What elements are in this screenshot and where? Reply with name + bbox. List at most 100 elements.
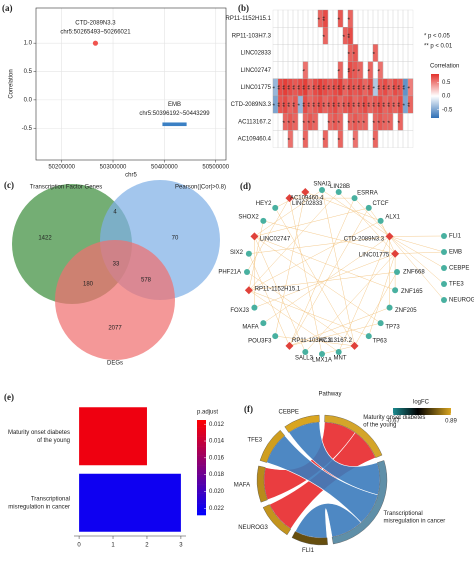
cell-grid (373, 10, 378, 27)
cell-grid (363, 130, 368, 147)
y-tick-label: misregulation in cancer (8, 504, 70, 510)
node (441, 233, 447, 239)
y-tick-label: 1.0 (24, 41, 33, 47)
node-label: ZNF205 (395, 308, 417, 314)
cell-grid (298, 10, 303, 27)
colorbar-step (197, 475, 206, 478)
set-name: Pearson(|Cor|>0.8) (175, 185, 226, 191)
edge (275, 208, 354, 346)
node (366, 333, 372, 339)
x-tick-label: 2 (145, 543, 149, 549)
node-label: PHF21A (218, 270, 241, 276)
colorbar-step (197, 432, 206, 435)
cell-grid (313, 27, 318, 44)
region-count: 33 (113, 262, 120, 268)
cell-grid (408, 62, 413, 79)
colorbar-step (197, 484, 206, 487)
panel-label: (b) (238, 3, 249, 13)
x-tick-label: 50300000 (100, 165, 127, 171)
node-label: ALX1 (385, 215, 400, 221)
y-tick-label: Maturity onset diabetes (8, 430, 70, 436)
cell-grid (283, 62, 288, 79)
node (336, 349, 342, 355)
node (319, 351, 325, 357)
node-label: HEY2 (256, 201, 272, 207)
cell-grid (333, 44, 338, 61)
cell-grid (313, 62, 318, 79)
cell-grid (388, 27, 393, 44)
cell-grid (363, 10, 368, 27)
colorbar-label: 0.018 (209, 472, 225, 478)
cell-grid (313, 130, 318, 147)
cell-grid (328, 44, 333, 61)
colorbar-step (197, 449, 206, 452)
edge (289, 198, 322, 354)
cell-grid (273, 27, 278, 44)
colorbar-step (197, 437, 206, 440)
panel-label: (d) (240, 181, 251, 191)
panel-label: (e) (4, 392, 14, 402)
cell-grid (383, 130, 388, 147)
cell-grid (278, 62, 283, 79)
colorbar-step (197, 453, 206, 456)
node-label: FOXJ3 (230, 308, 249, 314)
cell-grid (273, 130, 278, 147)
y-tick-label: Transcriptional (31, 496, 70, 502)
node (251, 305, 257, 311)
colorbar-step (197, 463, 206, 466)
edge (395, 252, 444, 254)
colorbar-label: 0.0 (442, 94, 451, 100)
panel-label: (a) (2, 3, 13, 13)
node-label: SNAI2 (313, 182, 331, 188)
row-label: AC109460.4 (238, 137, 272, 143)
edge (390, 236, 444, 284)
colorbar-step (197, 494, 206, 497)
sector-label: of the young (363, 422, 396, 428)
legend-title: Correlation (430, 64, 459, 70)
cell-grid (398, 44, 403, 61)
cell-grid (283, 44, 288, 61)
x-tick-label: 50200000 (48, 165, 75, 171)
edge (249, 254, 290, 346)
cell-grid (393, 44, 398, 61)
sector-label: Maturity onset diabetes (363, 415, 425, 421)
colorbar-step (197, 506, 206, 509)
cell-grid (273, 62, 278, 79)
cell-grid (288, 10, 293, 27)
sector-label: NEUROG3 (238, 525, 268, 531)
colorbar-step (197, 489, 206, 492)
bar (79, 407, 147, 465)
significance: ** (408, 102, 414, 107)
cell-grid (408, 44, 413, 61)
colorbar-step (197, 430, 206, 433)
cell-grid (403, 62, 408, 79)
edge (254, 208, 368, 237)
node-label: LINC02833 (292, 201, 323, 207)
y-tick-label: 0.0 (24, 97, 33, 103)
colorbar-step (197, 468, 206, 471)
cell-grid (398, 27, 403, 44)
colorbar-label: 0.022 (209, 506, 225, 512)
colorbar-step (197, 446, 206, 449)
node (272, 333, 278, 339)
node-label: AC109460.4 (290, 195, 324, 201)
legend-title: p.adjust (197, 410, 218, 416)
node-label: LINC02747 (260, 237, 291, 243)
cell-grid (358, 10, 363, 27)
colorbar-step (197, 477, 206, 480)
colorbar-step (197, 427, 206, 430)
annotation: ** p < 0.01 (424, 44, 453, 50)
cell-grid (403, 44, 408, 61)
edge (247, 272, 355, 346)
edge (275, 192, 305, 336)
colorbar-step (197, 470, 206, 473)
cell-grid (408, 130, 413, 147)
cell-grid (383, 44, 388, 61)
sector-label: Transcriptional (384, 511, 423, 517)
edge (322, 190, 355, 346)
colorbar-label: 0.012 (209, 422, 225, 428)
node (441, 265, 447, 271)
node (319, 187, 325, 193)
row-label: RP11-1152H15.1 (226, 16, 272, 22)
cell-grid (298, 27, 303, 44)
